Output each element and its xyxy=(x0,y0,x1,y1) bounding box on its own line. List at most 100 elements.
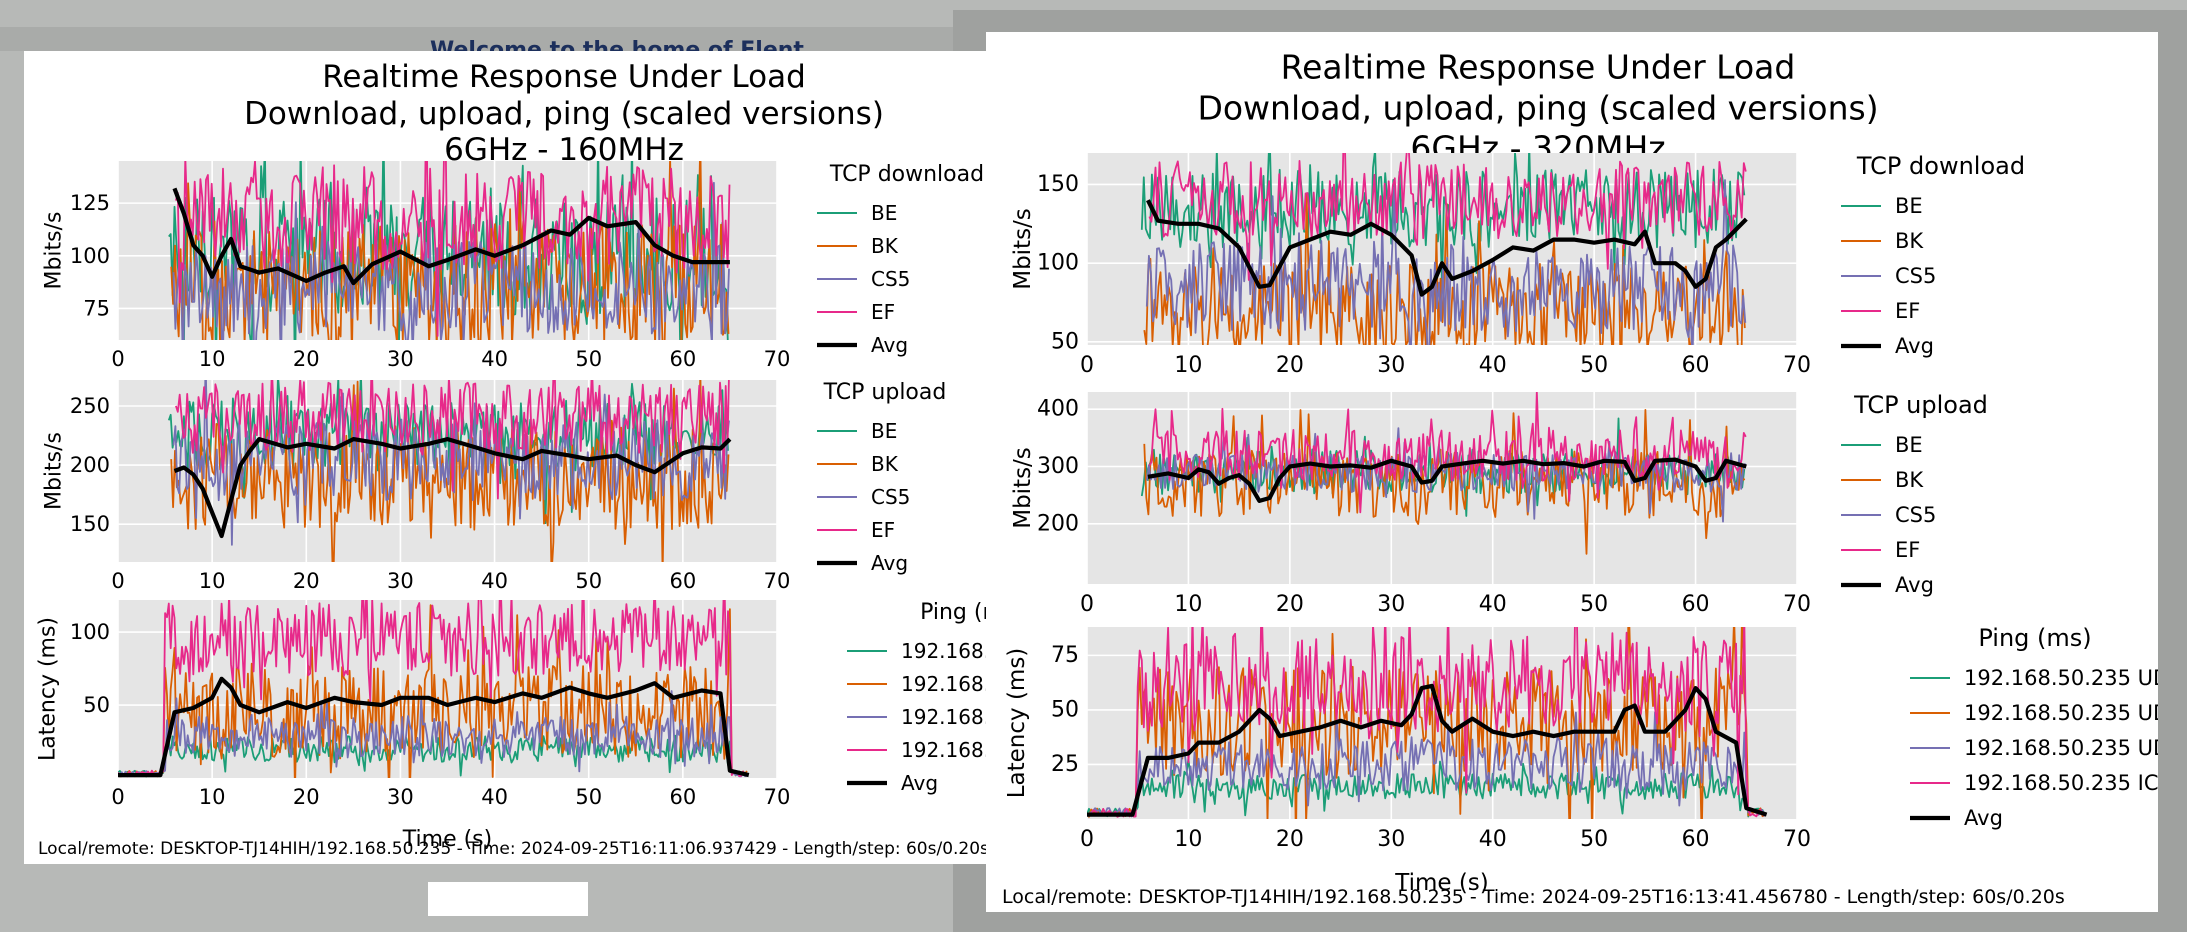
y-tick-label: 150 xyxy=(70,512,110,536)
chart-title-line: Download, upload, ping (scaled versions) xyxy=(1197,89,1878,128)
series-line-192-168-50-235-icmp xyxy=(118,600,747,778)
chart-title-line: Realtime Response Under Load xyxy=(322,59,806,95)
series-group xyxy=(1140,392,1747,555)
y-tick-label: 50 xyxy=(83,693,110,717)
series-line-avg xyxy=(1147,457,1747,503)
chart-panel-160mhz: Realtime Response Under Load Download, up… xyxy=(24,51,990,864)
x-tick-label: 60 xyxy=(1682,353,1710,378)
chart-title-line: Realtime Response Under Load xyxy=(1281,48,1796,87)
chart-panel-320mhz: Realtime Response Under Load Download, up… xyxy=(986,32,2158,912)
x-tick-label: 10 xyxy=(1174,353,1202,378)
legend-label: 192.168.50.235 UDP BK xyxy=(901,672,990,696)
series-group xyxy=(168,161,731,340)
x-tick-label: 30 xyxy=(387,785,414,809)
x-tick-label: 70 xyxy=(1783,827,1811,852)
x-tick-label: 50 xyxy=(1580,353,1608,378)
y-axis-label: Mbits/s xyxy=(42,432,67,510)
x-tick-label: 10 xyxy=(199,569,226,593)
legend-label: 192.168.50.235 UDP BK xyxy=(1964,701,2158,725)
x-tick-label: 60 xyxy=(669,785,696,809)
y-tick-label: 100 xyxy=(70,244,110,268)
x-tick-label: 60 xyxy=(669,569,696,593)
x-tick-label: 60 xyxy=(1682,827,1710,852)
x-tick-label: 20 xyxy=(293,785,320,809)
x-tick-label: 20 xyxy=(1276,353,1304,378)
x-tick-label: 0 xyxy=(1080,827,1094,852)
y-tick-label: 25 xyxy=(1051,752,1079,777)
series-group xyxy=(1087,627,1768,819)
legend-label: BE xyxy=(1895,194,1923,218)
y-tick-label: 200 xyxy=(70,453,110,477)
legend-title: TCP upload xyxy=(823,380,947,405)
x-tick-label: 40 xyxy=(1479,827,1507,852)
x-tick-label: 40 xyxy=(481,785,508,809)
series-line-avg xyxy=(118,676,750,778)
y-tick-label: 50 xyxy=(1051,329,1079,354)
x-tick-label: 70 xyxy=(764,785,791,809)
legend-label: CS5 xyxy=(1895,503,1936,527)
x-tick-label: 30 xyxy=(1377,353,1405,378)
series-line-ef xyxy=(175,161,731,337)
series-line-bk xyxy=(1143,192,1746,345)
chart-title-line: Download, upload, ping (scaled versions) xyxy=(244,96,884,132)
y-tick-label: 400 xyxy=(1037,397,1079,422)
legend-label: Avg xyxy=(1895,573,1934,597)
series-line-ef xyxy=(1148,392,1747,514)
x-tick-label: 20 xyxy=(1276,827,1304,852)
x-tick-label: 0 xyxy=(111,347,124,371)
legend-title: TCP download xyxy=(829,162,984,187)
x-tick-label: 70 xyxy=(1783,592,1811,617)
legend-label: BE xyxy=(871,201,897,225)
x-tick-label: 0 xyxy=(111,569,124,593)
y-tick-label: 75 xyxy=(83,296,110,320)
legend-label: Avg xyxy=(1895,334,1934,358)
series-group xyxy=(167,380,732,562)
series-line-avg xyxy=(172,187,730,286)
legend-label: BK xyxy=(871,234,899,258)
legend-title: TCP upload xyxy=(1853,391,1988,419)
x-axis-label: Time (s) xyxy=(402,827,492,852)
legend-label: CS5 xyxy=(871,267,910,291)
legend-label: Avg xyxy=(871,551,908,575)
legend-title: Ping (ms) xyxy=(1978,624,2091,652)
series-line-cs5 xyxy=(172,181,730,340)
series-line-bk xyxy=(1143,409,1746,555)
x-tick-label: 20 xyxy=(1276,592,1304,617)
y-tick-label: 75 xyxy=(1051,643,1079,668)
y-tick-label: 100 xyxy=(70,620,110,644)
x-tick-label: 50 xyxy=(1580,592,1608,617)
chart-footer: Local/remote: DESKTOP-TJ14HIH/192.168.50… xyxy=(38,839,989,859)
x-tick-label: 40 xyxy=(1479,592,1507,617)
x-tick-label: 20 xyxy=(293,569,320,593)
y-tick-label: 250 xyxy=(70,394,110,418)
x-tick-label: 60 xyxy=(669,347,696,371)
legend-label: EF xyxy=(871,518,895,542)
x-tick-label: 30 xyxy=(1377,592,1405,617)
legend-label: Avg xyxy=(871,333,908,357)
legend-label: EF xyxy=(871,300,895,324)
x-tick-label: 10 xyxy=(1174,592,1202,617)
x-tick-label: 20 xyxy=(293,347,320,371)
y-tick-label: 50 xyxy=(1051,697,1079,722)
series-line-avg xyxy=(1146,199,1748,297)
series-line-bk xyxy=(170,380,730,562)
legend-label: BK xyxy=(1895,229,1924,253)
y-axis-label: Latency (ms) xyxy=(1004,648,1030,799)
x-tick-label: 50 xyxy=(1580,827,1608,852)
x-tick-label: 0 xyxy=(1080,592,1094,617)
legend-label: BK xyxy=(1895,468,1924,492)
legend-label: BK xyxy=(871,452,899,476)
legend-label: EF xyxy=(1895,299,1920,323)
series-line-192-168-50-235-udp-be xyxy=(1087,711,1766,818)
x-tick-label: 70 xyxy=(1783,353,1811,378)
legend-label: 192.168.50.235 UDP EF xyxy=(901,639,990,663)
background-white-box xyxy=(428,882,588,916)
x-tick-label: 30 xyxy=(387,569,414,593)
legend-label: CS5 xyxy=(1895,264,1936,288)
y-axis-label: Mbits/s xyxy=(1010,208,1036,290)
x-tick-label: 30 xyxy=(1377,827,1405,852)
y-tick-label: 100 xyxy=(1037,251,1079,276)
legend-label: EF xyxy=(1895,538,1920,562)
